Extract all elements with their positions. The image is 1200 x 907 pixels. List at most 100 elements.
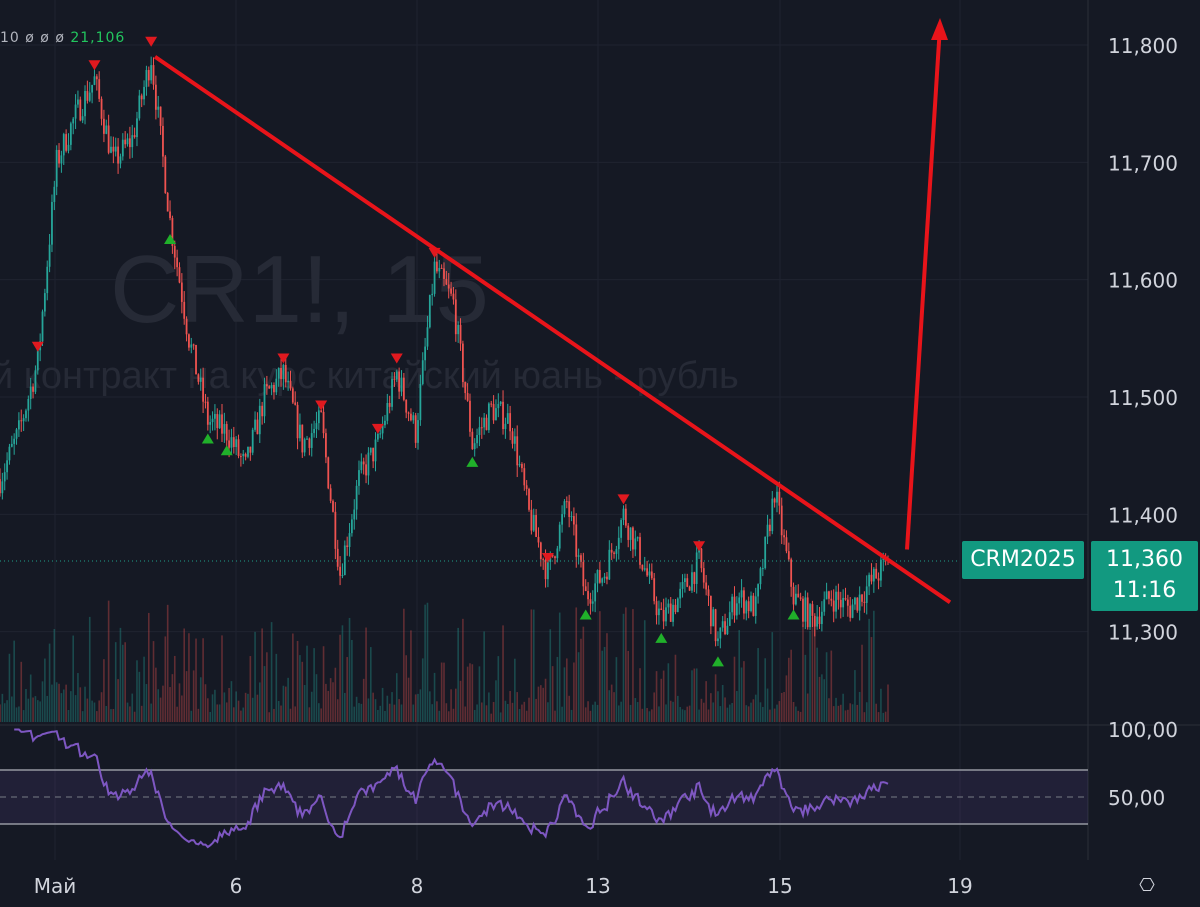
candle-body xyxy=(154,84,157,110)
candle-body xyxy=(91,84,94,93)
volume-bar xyxy=(334,667,337,722)
volume-bar xyxy=(275,653,278,722)
bar-countdown: 11:16 xyxy=(1112,578,1177,603)
rsi-axis[interactable]: 100,00 50,00 xyxy=(1108,718,1178,810)
volume-bar xyxy=(712,702,715,722)
volume-bar xyxy=(152,641,155,722)
buy-signal-marker xyxy=(220,445,233,456)
candle-body xyxy=(275,378,278,393)
candle-body xyxy=(199,377,202,382)
candle-body xyxy=(263,384,266,417)
candle-body xyxy=(721,621,724,628)
candle-body xyxy=(204,401,207,403)
arrow-line[interactable] xyxy=(905,25,942,550)
volume-bar xyxy=(665,704,667,722)
time-axis[interactable]: Май 6 8 13 15 19 xyxy=(34,874,973,898)
volume-bar xyxy=(221,635,223,722)
candle-body xyxy=(802,598,804,622)
gear-icon[interactable]: ⎔ xyxy=(1139,875,1155,896)
volume-bar xyxy=(398,699,400,722)
sell-signal-marker xyxy=(371,423,384,434)
volume-bar xyxy=(58,683,60,722)
candle-body xyxy=(882,558,885,560)
volume-bar xyxy=(318,703,320,722)
candle-body xyxy=(528,488,530,510)
volume-bar xyxy=(466,666,469,722)
price-axis[interactable]: 11,800 11,700 11,600 11,500 11,400 11,300 xyxy=(1108,34,1178,645)
volume-bar xyxy=(809,630,811,722)
rsi-tick-label: 50,00 xyxy=(1108,786,1165,810)
candle-body xyxy=(461,343,464,383)
candle-body xyxy=(29,386,32,400)
candle-body xyxy=(717,638,719,642)
volume-bar xyxy=(736,691,738,722)
volume-bar xyxy=(686,706,689,722)
volume-bar xyxy=(726,707,729,722)
volume-bar xyxy=(495,680,497,722)
candle-body xyxy=(473,443,476,450)
candle-body xyxy=(615,549,618,554)
volume-bar xyxy=(320,708,322,722)
candle-body xyxy=(372,447,375,462)
candle-body xyxy=(516,436,519,466)
volume-bar xyxy=(797,710,800,722)
candle-body xyxy=(589,599,592,604)
candle-body xyxy=(681,581,684,589)
candle-body xyxy=(105,125,108,134)
candle-body xyxy=(232,437,235,447)
volume-bar xyxy=(355,696,358,722)
price-tick-label: 11,600 xyxy=(1108,269,1178,293)
buy-signal-marker xyxy=(711,656,724,667)
candle-body xyxy=(813,615,816,627)
volume-bar xyxy=(752,699,755,722)
volume-bar xyxy=(459,680,462,722)
volume-bar xyxy=(492,702,495,722)
candle-body xyxy=(450,288,452,294)
volume-bar xyxy=(296,640,299,722)
trendline[interactable] xyxy=(153,55,952,604)
volume-bar xyxy=(880,688,882,722)
volume-bar xyxy=(651,709,653,722)
candle-body xyxy=(513,436,516,444)
candle-body xyxy=(757,584,760,597)
candle-body xyxy=(43,293,46,312)
volume-bar xyxy=(306,645,308,722)
candle-body xyxy=(183,301,186,319)
volume-bar xyxy=(6,700,8,722)
candle-body xyxy=(306,438,308,440)
candle-body xyxy=(339,566,341,576)
candle-body xyxy=(858,594,861,611)
candle-body xyxy=(499,401,502,404)
volume-bar xyxy=(240,710,242,722)
candle-body xyxy=(634,538,637,550)
annotations[interactable] xyxy=(153,18,952,604)
volume-bar xyxy=(835,697,837,722)
candle-body xyxy=(705,582,708,590)
volume-bar xyxy=(308,707,311,722)
candle-body xyxy=(608,549,611,580)
volume-bar xyxy=(162,685,164,722)
time-tick-label: Май xyxy=(34,874,77,898)
candle-body xyxy=(726,625,729,635)
volume-bar xyxy=(32,697,34,722)
volume-bar xyxy=(159,697,162,722)
volume-bar xyxy=(131,693,134,722)
candle-body xyxy=(823,599,826,612)
candle-body xyxy=(367,452,370,476)
candle-body xyxy=(587,591,589,600)
volume-bar xyxy=(199,677,202,722)
candle-body xyxy=(86,91,89,101)
candle-body xyxy=(738,597,741,604)
candle-body xyxy=(242,453,245,457)
volume-bar xyxy=(884,711,887,722)
volume-bar xyxy=(702,702,705,722)
volume-bar xyxy=(91,700,93,722)
volume-bar xyxy=(851,704,854,722)
volume-bar xyxy=(669,700,672,722)
volume-bar xyxy=(292,633,294,722)
candle-body xyxy=(759,568,762,585)
candle-body xyxy=(386,402,389,421)
candle-body xyxy=(171,218,174,246)
volume-bar xyxy=(138,671,141,722)
